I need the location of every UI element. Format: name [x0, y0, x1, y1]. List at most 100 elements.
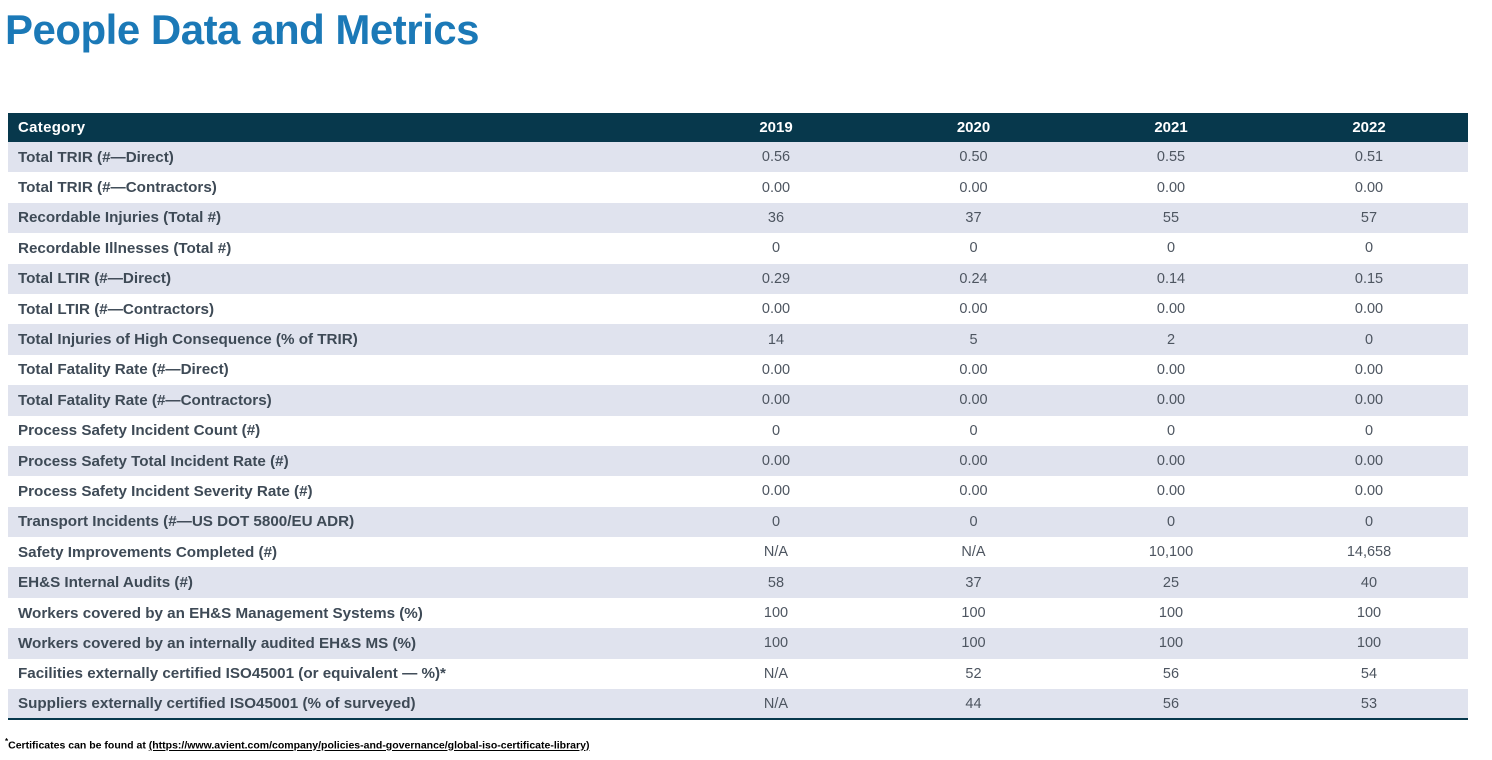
value-cell: 0.00 — [875, 293, 1072, 325]
value-cell: 54 — [1270, 658, 1468, 690]
value-cell: 0.00 — [677, 172, 875, 203]
value-cell: 100 — [1270, 628, 1468, 659]
value-cell: 0.50 — [875, 142, 1072, 173]
value-cell: 58 — [677, 567, 875, 598]
value-cell: 14,658 — [1270, 537, 1468, 568]
table-row: Recordable Illnesses (Total #) 0 0 0 0 — [8, 233, 1468, 264]
value-cell: 10,100 — [1072, 537, 1270, 568]
value-cell: 0.14 — [1072, 263, 1270, 294]
value-cell: 0 — [1072, 415, 1270, 446]
value-cell: 0.00 — [1270, 445, 1468, 477]
value-cell: 0.00 — [1072, 445, 1270, 477]
value-cell: 0.00 — [677, 293, 875, 325]
category-cell: Facilities externally certified ISO45001… — [8, 658, 677, 690]
table-row: Workers covered by an EH&S Management Sy… — [8, 597, 1468, 629]
table-row: Process Safety Total Incident Rate (#) 0.… — [8, 445, 1468, 477]
footnote: *Certificates can be found at (https://w… — [5, 737, 589, 752]
value-cell: 40 — [1270, 567, 1468, 598]
table-row: Safety Improvements Completed (#) N/A N/A 1… — [8, 537, 1468, 568]
value-cell: 0.00 — [1072, 293, 1270, 325]
table-row: Suppliers externally certified ISO45001 … — [8, 689, 1468, 721]
value-cell: 100 — [1072, 628, 1270, 659]
value-cell: 100 — [1072, 597, 1270, 629]
page-title: People Data and Metrics — [5, 6, 479, 53]
value-cell: 57 — [1270, 202, 1468, 234]
table-row: Total Fatality Rate (#—Direct) 0.00 0.00 0.… — [8, 354, 1468, 386]
value-cell: 37 — [875, 567, 1072, 598]
value-cell: 0.00 — [1270, 354, 1468, 386]
table-row: Total Fatality Rate (#—Contractors) 0.00 0… — [8, 385, 1468, 416]
category-cell: Total Fatality Rate (#—Contractors) — [8, 385, 677, 416]
value-cell: 0.00 — [677, 354, 875, 386]
value-cell: 0 — [1072, 233, 1270, 264]
category-cell: Safety Improvements Completed (#) — [8, 537, 677, 568]
value-cell: 36 — [677, 202, 875, 234]
value-cell: 37 — [875, 202, 1072, 234]
category-cell: Process Safety Incident Severity Rate (#… — [8, 476, 677, 507]
value-cell: 25 — [1072, 567, 1270, 598]
value-cell: 56 — [1072, 689, 1270, 721]
category-cell: EH&S Internal Audits (#) — [8, 567, 677, 598]
value-cell: 0.00 — [1072, 354, 1270, 386]
category-cell: Total Injuries of High Consequence (% of… — [8, 324, 677, 355]
value-cell: 100 — [875, 628, 1072, 659]
value-cell: 0.00 — [1072, 385, 1270, 416]
value-cell: 0.00 — [1270, 385, 1468, 416]
footnote-text: Certificates can be found at — [8, 739, 149, 752]
value-cell: 0.00 — [677, 476, 875, 507]
people-metrics-table: Category 2019 2020 2021 2022 Total TRIR … — [8, 113, 1468, 721]
value-cell: 0.00 — [1072, 476, 1270, 507]
value-cell: N/A — [677, 689, 875, 721]
value-cell: 5 — [875, 324, 1072, 355]
column-header-2021: 2021 — [1072, 113, 1270, 142]
value-cell: 0.51 — [1270, 142, 1468, 173]
value-cell: 0 — [875, 506, 1072, 538]
category-cell: Total Fatality Rate (#—Direct) — [8, 354, 677, 386]
value-cell: 2 — [1072, 324, 1270, 355]
value-cell: 0.15 — [1270, 263, 1468, 294]
value-cell: N/A — [875, 537, 1072, 568]
value-cell: 0.00 — [875, 354, 1072, 386]
value-cell: 0 — [875, 233, 1072, 264]
table-row: Process Safety Incident Severity Rate (#… — [8, 476, 1468, 507]
table-row: Facilities externally certified ISO45001… — [8, 658, 1468, 690]
category-cell: Total LTIR (#—Direct) — [8, 263, 677, 294]
table-row: Total LTIR (#—Contractors) 0.00 0.00 0.00 0.… — [8, 293, 1468, 325]
value-cell: 14 — [677, 324, 875, 355]
value-cell: 0.00 — [677, 445, 875, 477]
table-row: Transport Incidents (#—US DOT 5800/EU AD… — [8, 506, 1468, 538]
footnote-asterisk: * — [5, 737, 9, 746]
column-header-2022: 2022 — [1270, 113, 1468, 142]
value-cell: 0 — [677, 233, 875, 264]
value-cell: 56 — [1072, 658, 1270, 690]
table-row: EH&S Internal Audits (#) 58 37 25 40 — [8, 567, 1468, 598]
value-cell: 100 — [875, 597, 1072, 629]
value-cell: N/A — [677, 537, 875, 568]
table-row: Recordable Injuries (Total #) 36 37 55 57 — [8, 202, 1468, 234]
footnote-link[interactable]: (https://www.avient.com/company/policies… — [148, 739, 590, 752]
value-cell: 0 — [875, 415, 1072, 446]
value-cell: 0 — [677, 415, 875, 446]
category-cell: Process Safety Total Incident Rate (#) — [8, 445, 677, 477]
value-cell: 55 — [1072, 202, 1270, 234]
value-cell: 0.00 — [875, 172, 1072, 203]
table-row: Total TRIR (#—Contractors) 0.00 0.00 0.00 0.… — [8, 172, 1468, 203]
column-header-category: Category — [8, 113, 677, 142]
value-cell: 44 — [875, 689, 1072, 721]
value-cell: 0.00 — [875, 476, 1072, 507]
category-cell: Suppliers externally certified ISO45001 … — [8, 689, 677, 721]
value-cell: 0.55 — [1072, 142, 1270, 173]
value-cell: 0.00 — [1270, 476, 1468, 507]
column-header-2020: 2020 — [875, 113, 1072, 142]
value-cell: 53 — [1270, 689, 1468, 721]
value-cell: 0.00 — [1072, 172, 1270, 203]
value-cell: 0.00 — [875, 445, 1072, 477]
value-cell: 100 — [1270, 597, 1468, 629]
value-cell: 52 — [875, 658, 1072, 690]
category-cell: Recordable Illnesses (Total #) — [8, 233, 677, 264]
value-cell: 0 — [1270, 415, 1468, 446]
value-cell: 0.00 — [1270, 172, 1468, 203]
value-cell: 0.00 — [677, 385, 875, 416]
value-cell: 0.24 — [875, 263, 1072, 294]
column-header-2019: 2019 — [677, 113, 875, 142]
